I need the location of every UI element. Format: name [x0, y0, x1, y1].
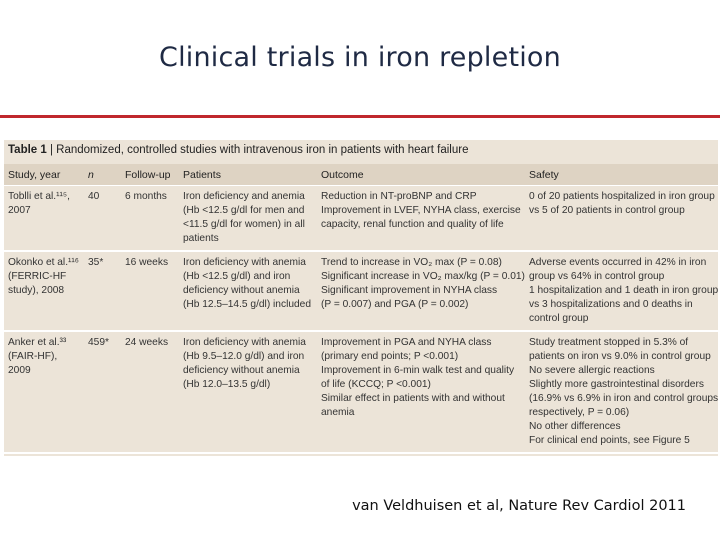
table-caption-label: Table 1 — [8, 144, 47, 156]
cell-text-line: vs 3 hospitalizations and 0 deaths in — [529, 299, 693, 310]
follow-up-cell: 6 months — [121, 185, 179, 252]
follow-up-cell: 16 weeks — [121, 251, 179, 332]
cell-text-line: Anker et al.³³ — [8, 337, 67, 348]
cell-text-line: vs 5 of 20 patients in control group — [529, 205, 685, 216]
cell-text-line: 1 hospitalization and 1 death in iron gr… — [529, 285, 718, 296]
cell-text-line: 2009 — [8, 365, 31, 376]
cell-text-line: control group — [529, 313, 589, 324]
cell-text-line: Iron deficiency with anemia — [183, 257, 306, 268]
safety-cell: 0 of 20 patients hospitalized in iron gr… — [525, 185, 718, 252]
table-header-row: Study, year n Follow-up Patients Outcome… — [4, 164, 718, 186]
cell-text-line: <11.5 g/dl for women) in all — [183, 219, 305, 230]
cell-text-line: Similar effect in patients with and with… — [321, 393, 505, 404]
cell-text-line: 2007 — [8, 205, 31, 216]
trials-table: Study, year n Follow-up Patients Outcome… — [4, 164, 718, 454]
cell-text-line: (P = 0.007) and PGA (P = 0.002) — [321, 299, 469, 310]
follow-up-cell: 24 weeks — [121, 331, 179, 454]
cell-text-line: Trend to increase in VO₂ max (P = 0.08) — [321, 257, 502, 268]
cell-text-line: Significant improvement in NYHA class — [321, 285, 498, 296]
header-follow-up: Follow-up — [121, 164, 179, 186]
cell-text-line: Improvement in PGA and NYHA class — [321, 337, 492, 348]
table-caption-text: | Randomized, controlled studies with in… — [46, 144, 469, 156]
cell-text-line: (primary end points; P <0.001) — [321, 351, 459, 362]
cell-text-line: Study treatment stopped in 5.3% of — [529, 337, 689, 348]
cell-text-line: Iron deficiency with anemia — [183, 337, 306, 348]
cell-text-line: study), 2008 — [8, 285, 65, 296]
cell-text-line: Toblli et al.¹¹⁵, — [8, 191, 70, 202]
cell-text-line: Adverse events occurred in 42% in iron — [529, 257, 707, 268]
slide-title: Clinical trials in iron repletion — [159, 42, 561, 73]
outcome-cell: Improvement in PGA and NYHA class (primar… — [317, 331, 525, 454]
safety-cell: Study treatment stopped in 5.3% of patien… — [525, 331, 718, 454]
outcome-cell: Trend to increase in VO₂ max (P = 0.08) S… — [317, 251, 525, 332]
cell-text-line: (Hb 12.0–13.5 g/dl) — [183, 379, 271, 390]
cell-text-line: deficiency without anemia — [183, 365, 300, 376]
cell-text-line: respectively, P = 0.06) — [529, 407, 630, 418]
cell-text-line: (Hb 9.5–12.0 g/dl) and iron — [183, 351, 305, 362]
header-safety: Safety — [525, 164, 718, 186]
header-outcome: Outcome — [317, 164, 525, 186]
cell-text-line: (Hb 12.5–14.5 g/dl) included — [183, 299, 311, 310]
n-cell: 35* — [84, 251, 121, 332]
patients-cell: Iron deficiency and anemia (Hb <12.5 g/dl… — [179, 185, 317, 252]
cell-text-line: (FERRIC-HF — [8, 271, 67, 282]
cell-text-line: Slightly more gastrointestinal disorders — [529, 379, 704, 390]
n-cell: 40 — [84, 185, 121, 252]
patients-cell: Iron deficiency with anemia (Hb <12.5 g/d… — [179, 251, 317, 332]
title-divider — [0, 115, 720, 118]
header-study: Study, year — [4, 164, 84, 186]
cell-text-line: Improvement in 6-min walk test and quali… — [321, 365, 515, 376]
cell-text-line: anemia — [321, 407, 355, 418]
table-caption: Table 1 | Randomized, controlled studies… — [8, 144, 468, 156]
study-cell: Toblli et al.¹¹⁵, 2007 — [4, 185, 84, 252]
trials-table-figure: Table 1 | Randomized, controlled studies… — [4, 140, 718, 456]
cell-text-line: No severe allergic reactions — [529, 365, 655, 376]
n-cell: 459* — [84, 331, 121, 454]
citation: van Veldhuisen et al, Nature Rev Cardiol… — [352, 498, 686, 514]
table-row: Okonko et al.¹¹⁶ (FERRIC-HF study), 2008 35… — [4, 251, 718, 332]
cell-text-line: For clinical end points, see Figure 5 — [529, 435, 690, 446]
study-cell: Anker et al.³³ (FAIR-HF), 2009 — [4, 331, 84, 454]
study-cell: Okonko et al.¹¹⁶ (FERRIC-HF study), 2008 — [4, 251, 84, 332]
cell-text-line: Reduction in NT-proBNP and CRP — [321, 191, 477, 202]
cell-text-line: (Hb <12.5 g/dl) and iron — [183, 271, 291, 282]
patients-cell: Iron deficiency with anemia (Hb 9.5–12.0 … — [179, 331, 317, 454]
header-patients: Patients — [179, 164, 317, 186]
cell-text-line: patients on iron vs 9.0% in control grou… — [529, 351, 711, 362]
cell-text-line: Iron deficiency and anemia — [183, 191, 305, 202]
cell-text-line: capacity, renal function and quality of … — [321, 219, 504, 230]
cell-text-line: (FAIR-HF), — [8, 351, 58, 362]
cell-text-line: group vs 64% in control group — [529, 271, 665, 282]
safety-cell: Adverse events occurred in 42% in iron gr… — [525, 251, 718, 332]
cell-text-line: Significant increase in VO₂ max/kg (P = … — [321, 271, 525, 282]
cell-text-line: Okonko et al.¹¹⁶ — [8, 257, 80, 268]
cell-text-line: Improvement in LVEF, NYHA class, exercis… — [321, 205, 521, 216]
cell-text-line: No other differences — [529, 421, 621, 432]
cell-text-line: deficiency without anemia — [183, 285, 300, 296]
table-row: Toblli et al.¹¹⁵, 2007 40 6 months Iron defi… — [4, 185, 718, 252]
outcome-cell: Reduction in NT-proBNP and CRP Improvemen… — [317, 185, 525, 252]
header-n: n — [84, 164, 121, 186]
cell-text-line: of life (KCCQ; P <0.001) — [321, 379, 431, 390]
cell-text-line: (16.9% vs 6.9% in iron and control group… — [529, 393, 718, 404]
table-row: Anker et al.³³ (FAIR-HF), 2009 459* 24 weeks… — [4, 331, 718, 454]
cell-text-line: (Hb <12.5 g/dl for men and — [183, 205, 305, 216]
cell-text-line: patients — [183, 233, 219, 244]
cell-text-line: 0 of 20 patients hospitalized in iron gr… — [529, 191, 715, 202]
